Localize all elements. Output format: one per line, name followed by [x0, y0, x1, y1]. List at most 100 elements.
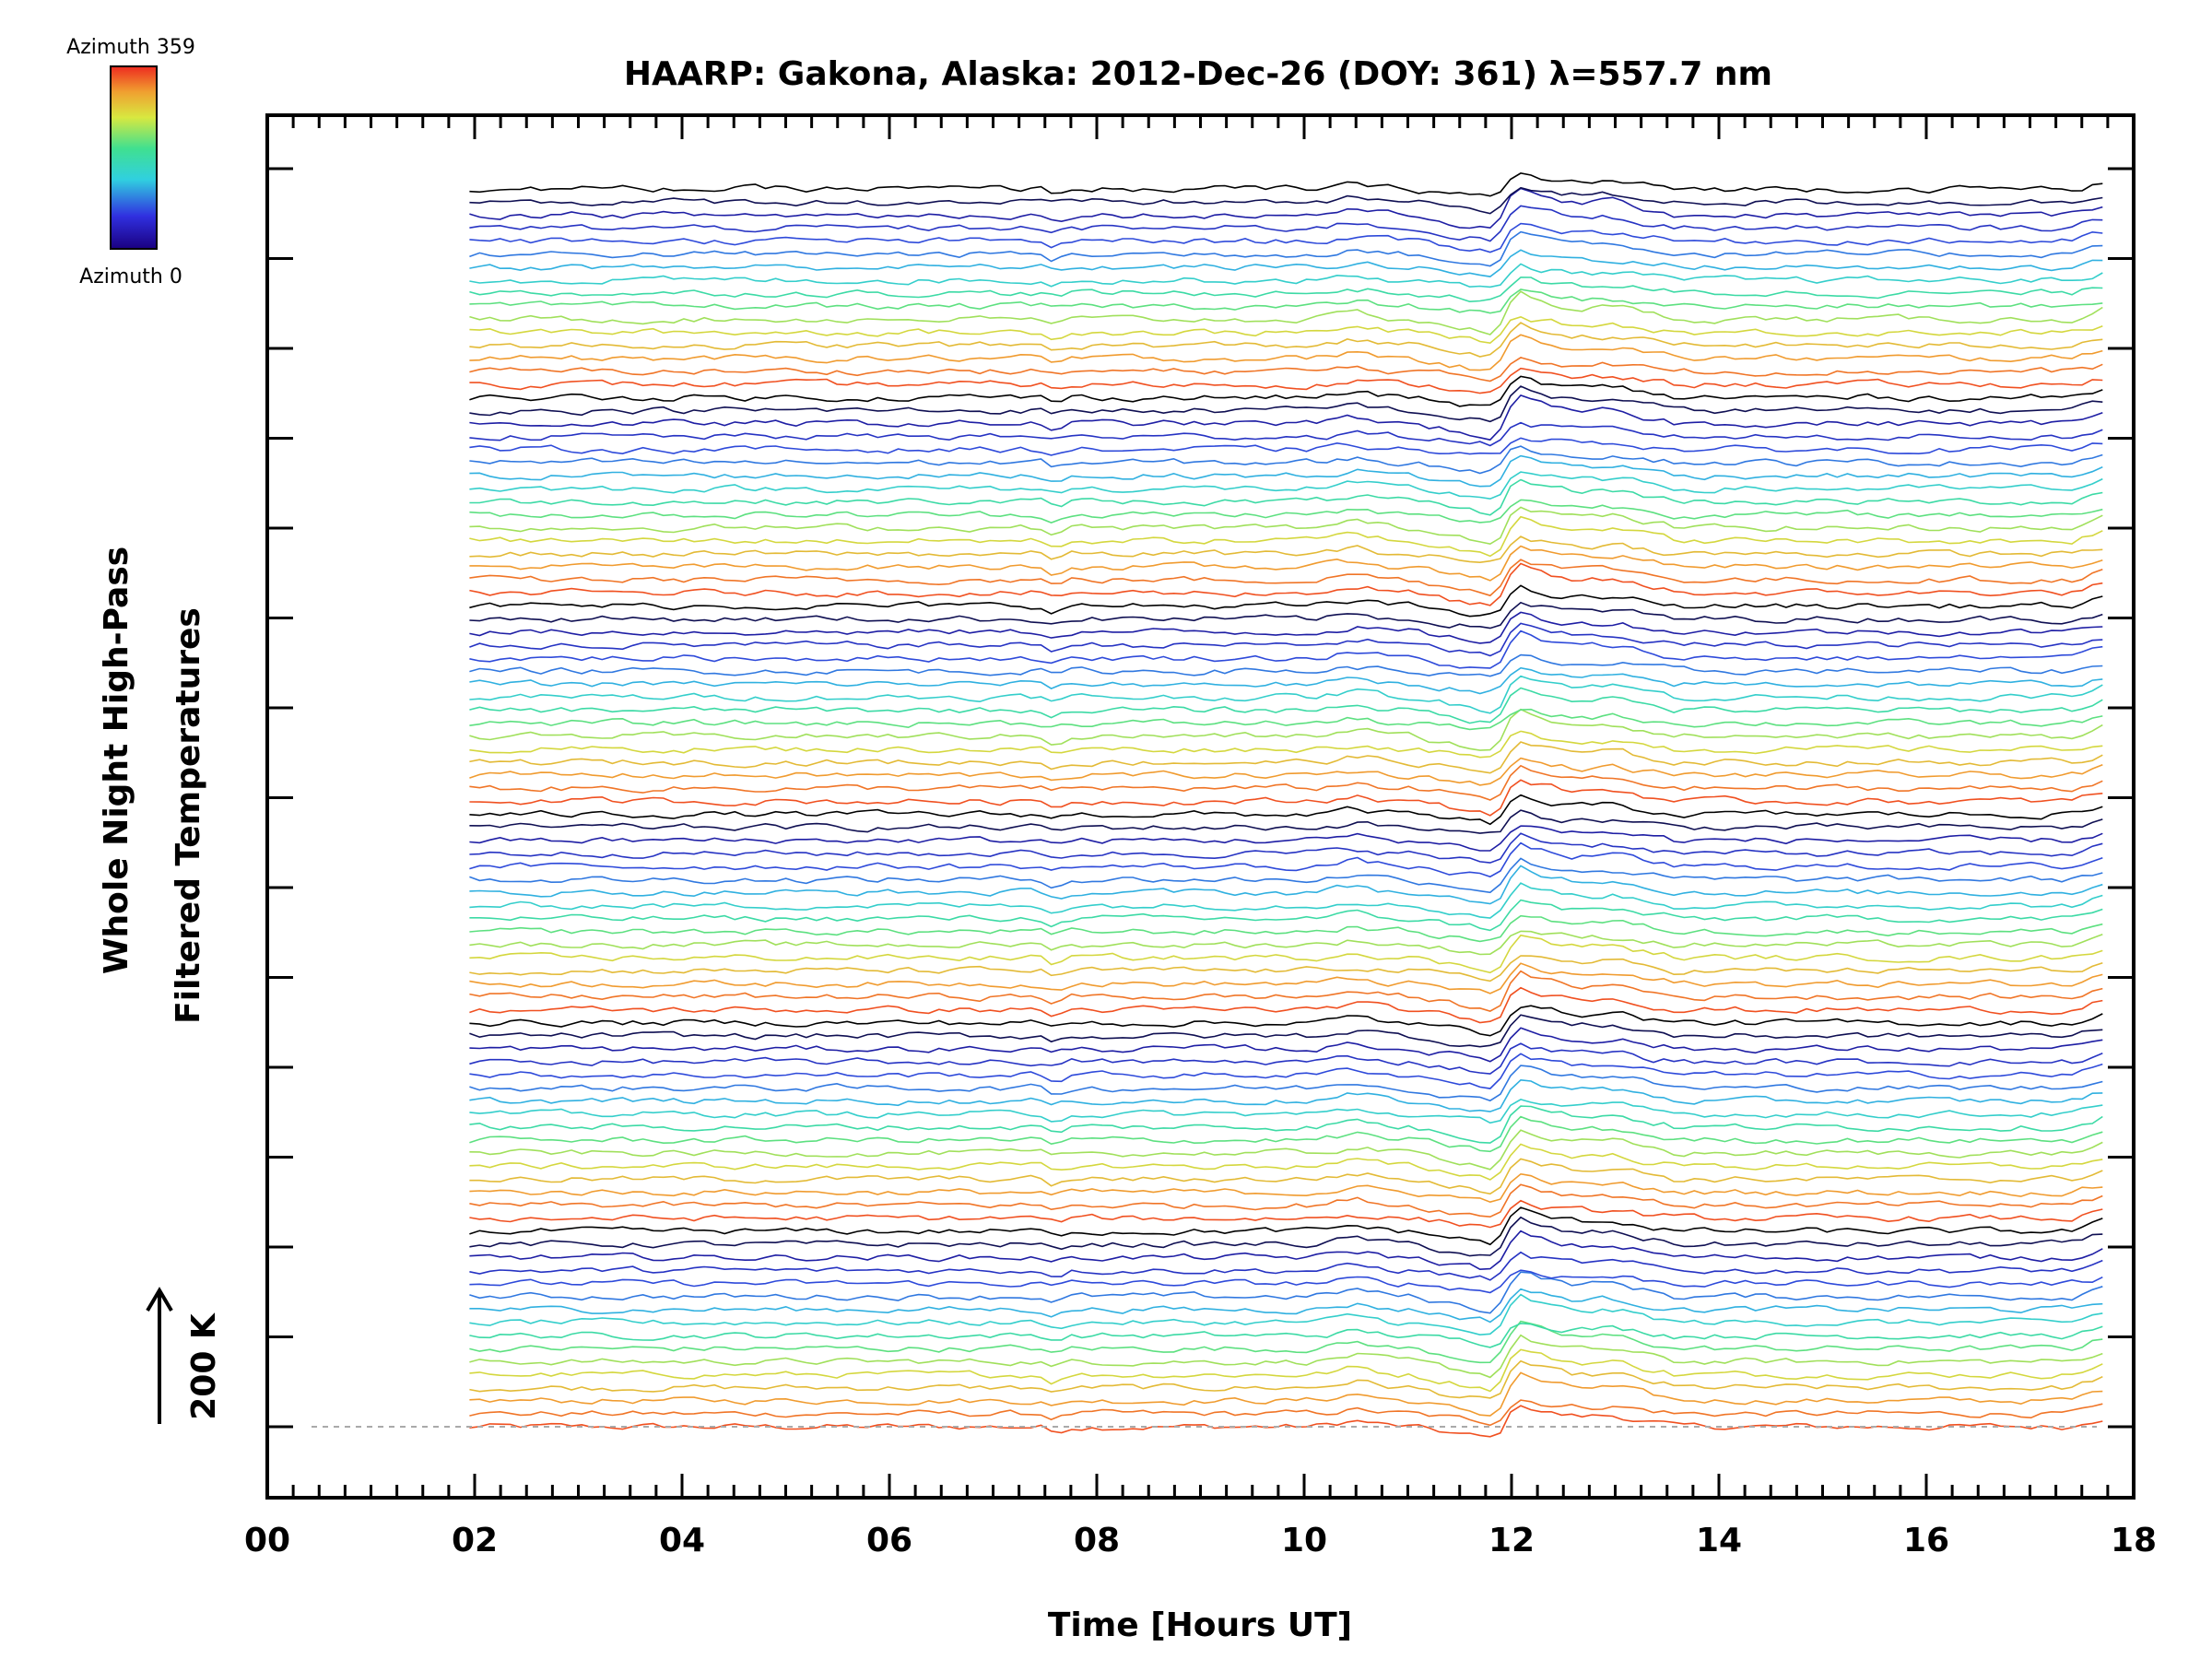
temperature-trace: [469, 832, 2103, 864]
temperature-trace: [469, 230, 2103, 267]
x-tick-label: 06: [866, 1522, 912, 1559]
temperature-trace: [469, 1042, 2103, 1075]
temperature-trace: [469, 1172, 2103, 1204]
temperature-trace: [469, 276, 2103, 303]
temperature-trace: [469, 334, 2103, 371]
temperature-trace: [469, 1027, 2103, 1063]
temperature-trace: [469, 708, 2103, 731]
temperature-trace: [469, 454, 2103, 488]
ticks: [265, 115, 2136, 1498]
temperature-trace: [469, 205, 2103, 242]
temperature-trace: [469, 708, 2103, 751]
y-axis-title-line1: Whole Night High-Pass: [98, 547, 135, 974]
temperature-trace: [469, 1129, 2103, 1171]
temperature-trace: [469, 1288, 2103, 1324]
colorbar: Azimuth 359 Azimuth 0: [66, 36, 195, 288]
temperature-trace: [469, 506, 2103, 546]
temperature-trace: [469, 825, 2103, 852]
temperature-trace: [469, 970, 2103, 1012]
plot-frame: [265, 113, 2136, 1500]
temperature-trace: [469, 730, 2103, 759]
x-tick-label: 18: [2111, 1522, 2157, 1559]
temperature-trace: [469, 322, 2103, 358]
temperature-trace: [469, 187, 2103, 229]
temperature-trace: [469, 741, 2103, 774]
temperature-trace: [469, 445, 2103, 475]
temperature-trace: [469, 882, 2103, 919]
temperature-trace: [469, 1143, 2103, 1181]
temperature-trace: [469, 1399, 2103, 1427]
temperature-trace: [469, 986, 2103, 1024]
temperature-trace: [469, 779, 2103, 817]
temperature-trace: [469, 1014, 2103, 1048]
temperature-trace: [469, 794, 2103, 826]
temperature-trace: [469, 1271, 2103, 1314]
temperature-trace: [469, 421, 2103, 447]
colorbar-bottom-label: Azimuth 0: [79, 265, 182, 288]
temperature-trace: [469, 562, 2103, 606]
temperature-trace: [469, 1359, 2103, 1399]
temperature-trace: [469, 584, 2103, 618]
temperature-trace: [469, 687, 2103, 724]
temperature-trace: [469, 930, 2103, 956]
x-tick-labels: 00 02 04 06 08 10 12 14 16 18: [244, 1522, 2157, 1559]
temperature-trace: [469, 1230, 2103, 1271]
x-axis-title: Time [Hours UT]: [1048, 1606, 1352, 1644]
temperature-trace: [469, 1251, 2103, 1281]
temperature-trace: [469, 249, 2103, 277]
x-tick-label: 00: [244, 1522, 290, 1559]
chart-title: HAARP: Gakona, Alaska: 2012-Dec-26 (DOY:…: [624, 55, 1772, 93]
scale-label: 200 K: [185, 1312, 223, 1420]
y-axis-title-line2: Filtered Temperatures: [170, 607, 207, 1024]
x-tick-label: 02: [452, 1522, 498, 1559]
temperature-trace: [469, 499, 2103, 524]
temperature-trace: [469, 841, 2103, 878]
temperature-trace: [469, 666, 2103, 695]
temperature-trace: [469, 1199, 2103, 1229]
temperature-trace: [469, 367, 2103, 394]
temperature-trace: [469, 757, 2103, 786]
temperature-trace: [469, 263, 2103, 288]
temperature-trace: [469, 222, 2103, 253]
x-tick-label: 08: [1074, 1522, 1120, 1559]
temperature-trace: [469, 1206, 2103, 1246]
temperature-trace: [469, 1105, 2103, 1144]
temperature-trace: [469, 865, 2103, 905]
temperature-trace: [469, 1216, 2103, 1257]
temperature-trace: [469, 653, 2103, 677]
temperature-trace: [469, 809, 2103, 834]
temperature-trace: [469, 1334, 2103, 1379]
temperature-trace: [469, 1053, 2103, 1089]
temperature-trace: [469, 1115, 2103, 1153]
temperature-trace: [469, 611, 2103, 644]
scale-arrow: [146, 1287, 173, 1424]
temperature-trace: [469, 1005, 2103, 1037]
temperature-trace: [469, 1078, 2103, 1112]
temperature-trace: [469, 385, 2103, 423]
temperature-trace: [469, 535, 2103, 564]
x-tick-label: 04: [659, 1522, 705, 1559]
temperature-trace: [469, 357, 2103, 382]
temperature-trace: [469, 1099, 2103, 1124]
temperature-trace: [469, 1323, 2103, 1348]
temperature-trace: [469, 394, 2103, 441]
colorbar-top-label: Azimuth 359: [66, 36, 195, 59]
temperature-trace: [469, 375, 2103, 407]
temperature-trace: [469, 764, 2103, 801]
temperature-trace: [469, 955, 2103, 982]
temperature-trace: [469, 934, 2103, 974]
temperature-trace: [469, 545, 2103, 582]
temperature-trace: [469, 962, 2103, 994]
temperature-trace: [469, 899, 2103, 932]
temperature-trace: [469, 290, 2103, 335]
x-tick-label: 10: [1281, 1522, 1327, 1559]
temperature-trace: [469, 601, 2103, 629]
temperature-trace: [469, 515, 2103, 558]
temperature-trace: [469, 1065, 2103, 1102]
temperature-trace: [469, 172, 2103, 197]
temperature-trace: [469, 559, 2103, 597]
temperature-trace: [469, 437, 2103, 456]
temperature-trace: [469, 857, 2103, 894]
temperature-trace: [469, 288, 2103, 314]
